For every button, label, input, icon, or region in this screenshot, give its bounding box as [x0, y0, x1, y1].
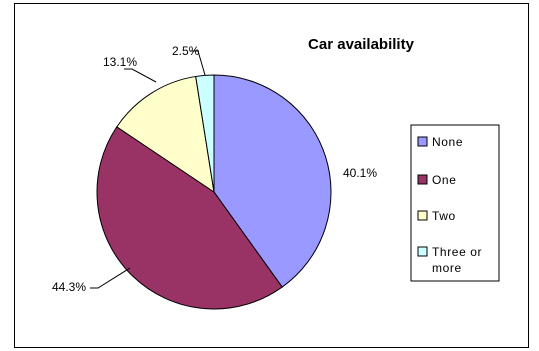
- data-label-none: 40.1%: [343, 166, 377, 180]
- data-label-two: 13.1%: [103, 55, 137, 69]
- legend-swatch-three-or-more: [417, 246, 428, 257]
- legend-swatch-none: [417, 136, 428, 147]
- legend-label-none: None: [432, 135, 463, 149]
- leader-line-three-or-more: [190, 50, 206, 76]
- pie-slice-none: [213, 74, 332, 288]
- leader-line-two: [124, 68, 157, 83]
- data-labels: 40.1% 44.3% 13.1% 2.5%: [52, 44, 377, 294]
- pie-slices: [96, 74, 332, 310]
- legend-label-one: One: [432, 173, 456, 187]
- legend-label-three-or-more: Three or more: [432, 245, 482, 275]
- legend-label-two: Two: [432, 209, 456, 223]
- chart-title: Car availability: [308, 36, 415, 53]
- leader-line-one: [90, 267, 131, 289]
- legend-swatch-one: [417, 174, 428, 185]
- legend-swatch-two: [417, 210, 428, 221]
- pie-slice-three-or-more: [195, 74, 215, 193]
- data-label-three-or-more: 2.5%: [172, 44, 200, 58]
- leader-lines: [90, 50, 206, 289]
- data-label-one: 44.3%: [52, 280, 86, 294]
- pie-slice-one: [96, 126, 283, 310]
- pie-slice-two: [116, 75, 215, 194]
- legend: None One Two Three or more: [410, 124, 500, 282]
